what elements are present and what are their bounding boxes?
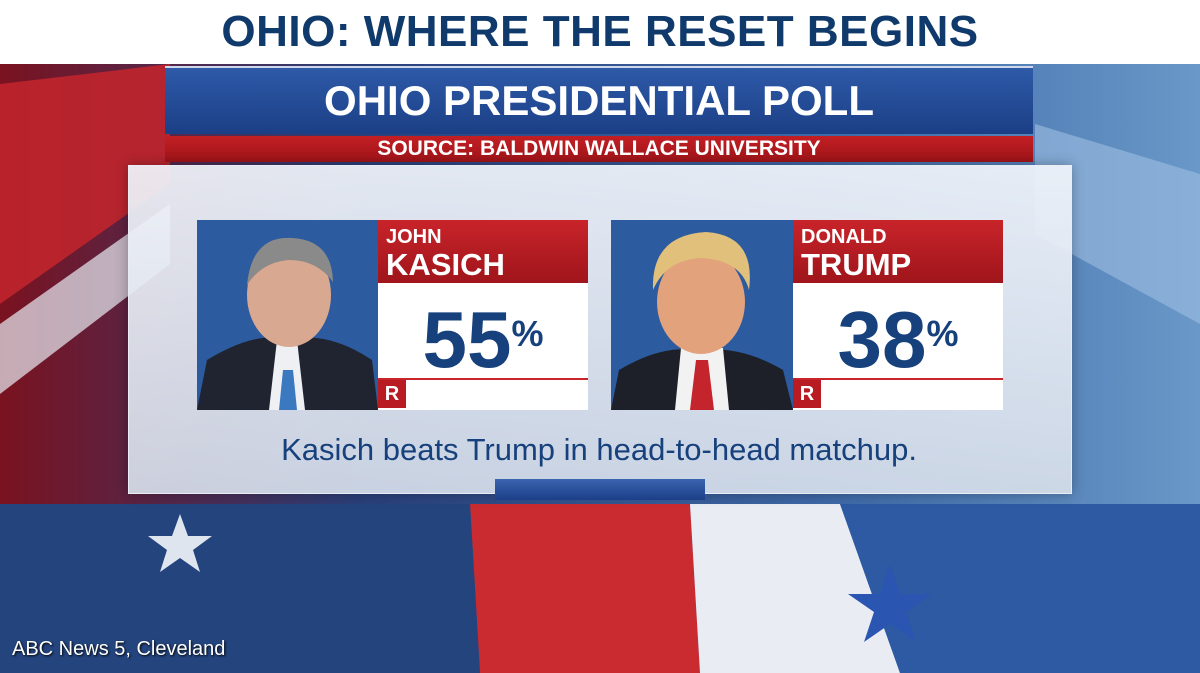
source: SOURCE: BALDWIN WALLACE UNIVERSITY xyxy=(165,136,1033,162)
watermark: ABC News 5, Cleveland xyxy=(12,638,226,660)
last-name: TRUMP xyxy=(801,247,912,282)
accent-bar xyxy=(495,479,705,500)
photo-trump xyxy=(611,220,793,410)
percentage: 55% xyxy=(378,295,588,385)
party-row: R xyxy=(378,378,588,410)
poll-title: OHIO PRESIDENTIAL POLL xyxy=(165,66,1033,134)
percent-sign: % xyxy=(511,313,544,354)
party: R xyxy=(378,380,406,408)
number: 55 xyxy=(422,295,512,384)
result-card: JOHN KASICH 55% R xyxy=(378,220,588,410)
name-box: DONALD TRUMP xyxy=(793,220,1003,283)
first-name: JOHN xyxy=(386,226,442,248)
result-card: DONALD TRUMP 38% R xyxy=(793,220,1003,410)
percentage: 38% xyxy=(793,295,1003,385)
photo-kasich xyxy=(197,220,378,410)
headline: OHIO: WHERE THE RESET BEGINS xyxy=(221,7,979,56)
first-name: DONALD xyxy=(801,226,887,248)
name-box: JOHN KASICH xyxy=(378,220,588,283)
party-row: R xyxy=(793,378,1003,410)
party: R xyxy=(793,380,821,408)
caption: Kasich beats Trump in head-to-head match… xyxy=(281,432,917,467)
percent-sign: % xyxy=(926,313,959,354)
last-name: KASICH xyxy=(386,247,505,282)
number: 38 xyxy=(837,295,927,384)
